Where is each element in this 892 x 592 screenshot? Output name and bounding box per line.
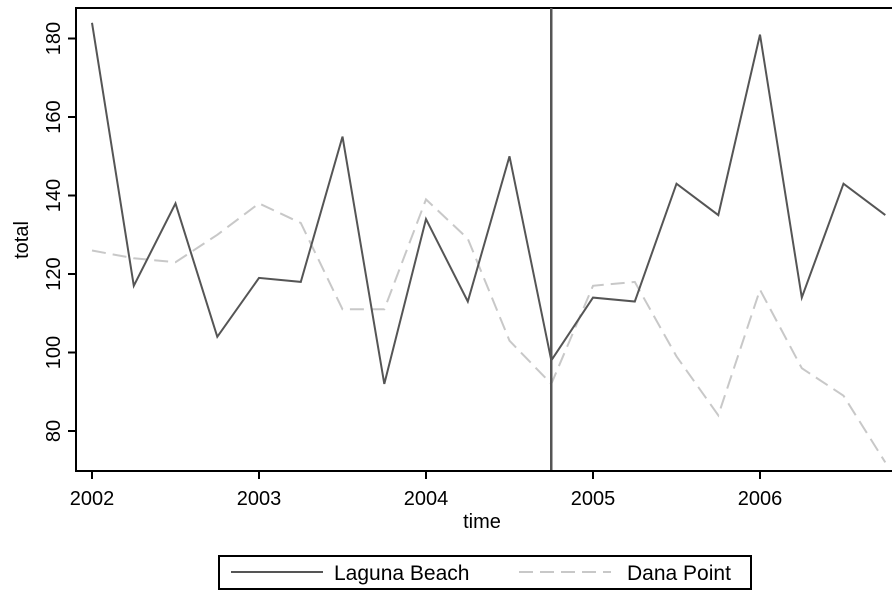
y-tick-label-120: 120 (43, 257, 65, 290)
y-tick-label-80: 80 (43, 420, 65, 442)
x-axis: 2002 2003 2004 2005 2006 (70, 471, 783, 510)
plot-frame (75, 7, 892, 472)
legend-label-dana-point: Dana Point (627, 562, 731, 585)
x-tick-label-2003: 2003 (237, 488, 282, 510)
y-axis: 80 100 120 140 160 180 (43, 22, 76, 442)
x-tick-label-2002: 2002 (70, 488, 115, 510)
y-tick-label-180: 180 (43, 22, 65, 55)
y-tick-label-140: 140 (43, 179, 65, 212)
y-tick-label-160: 160 (43, 100, 65, 133)
legend: Laguna Beach Dana Point (218, 555, 752, 590)
x-tick-label-2005: 2005 (571, 488, 616, 510)
x-tick-label-2006: 2006 (738, 488, 783, 510)
x-tick-label-2004: 2004 (404, 488, 449, 510)
y-axis-title: total (11, 221, 33, 259)
x-axis-title: time (463, 511, 501, 533)
series-line-dana-point (91, 197, 887, 463)
plot-area (75, 7, 892, 472)
series-line-laguna-beach (91, 22, 886, 385)
legend-label-laguna-beach: Laguna Beach (334, 562, 469, 585)
series-layer (91, 22, 887, 463)
y-tick-label-100: 100 (43, 336, 65, 369)
